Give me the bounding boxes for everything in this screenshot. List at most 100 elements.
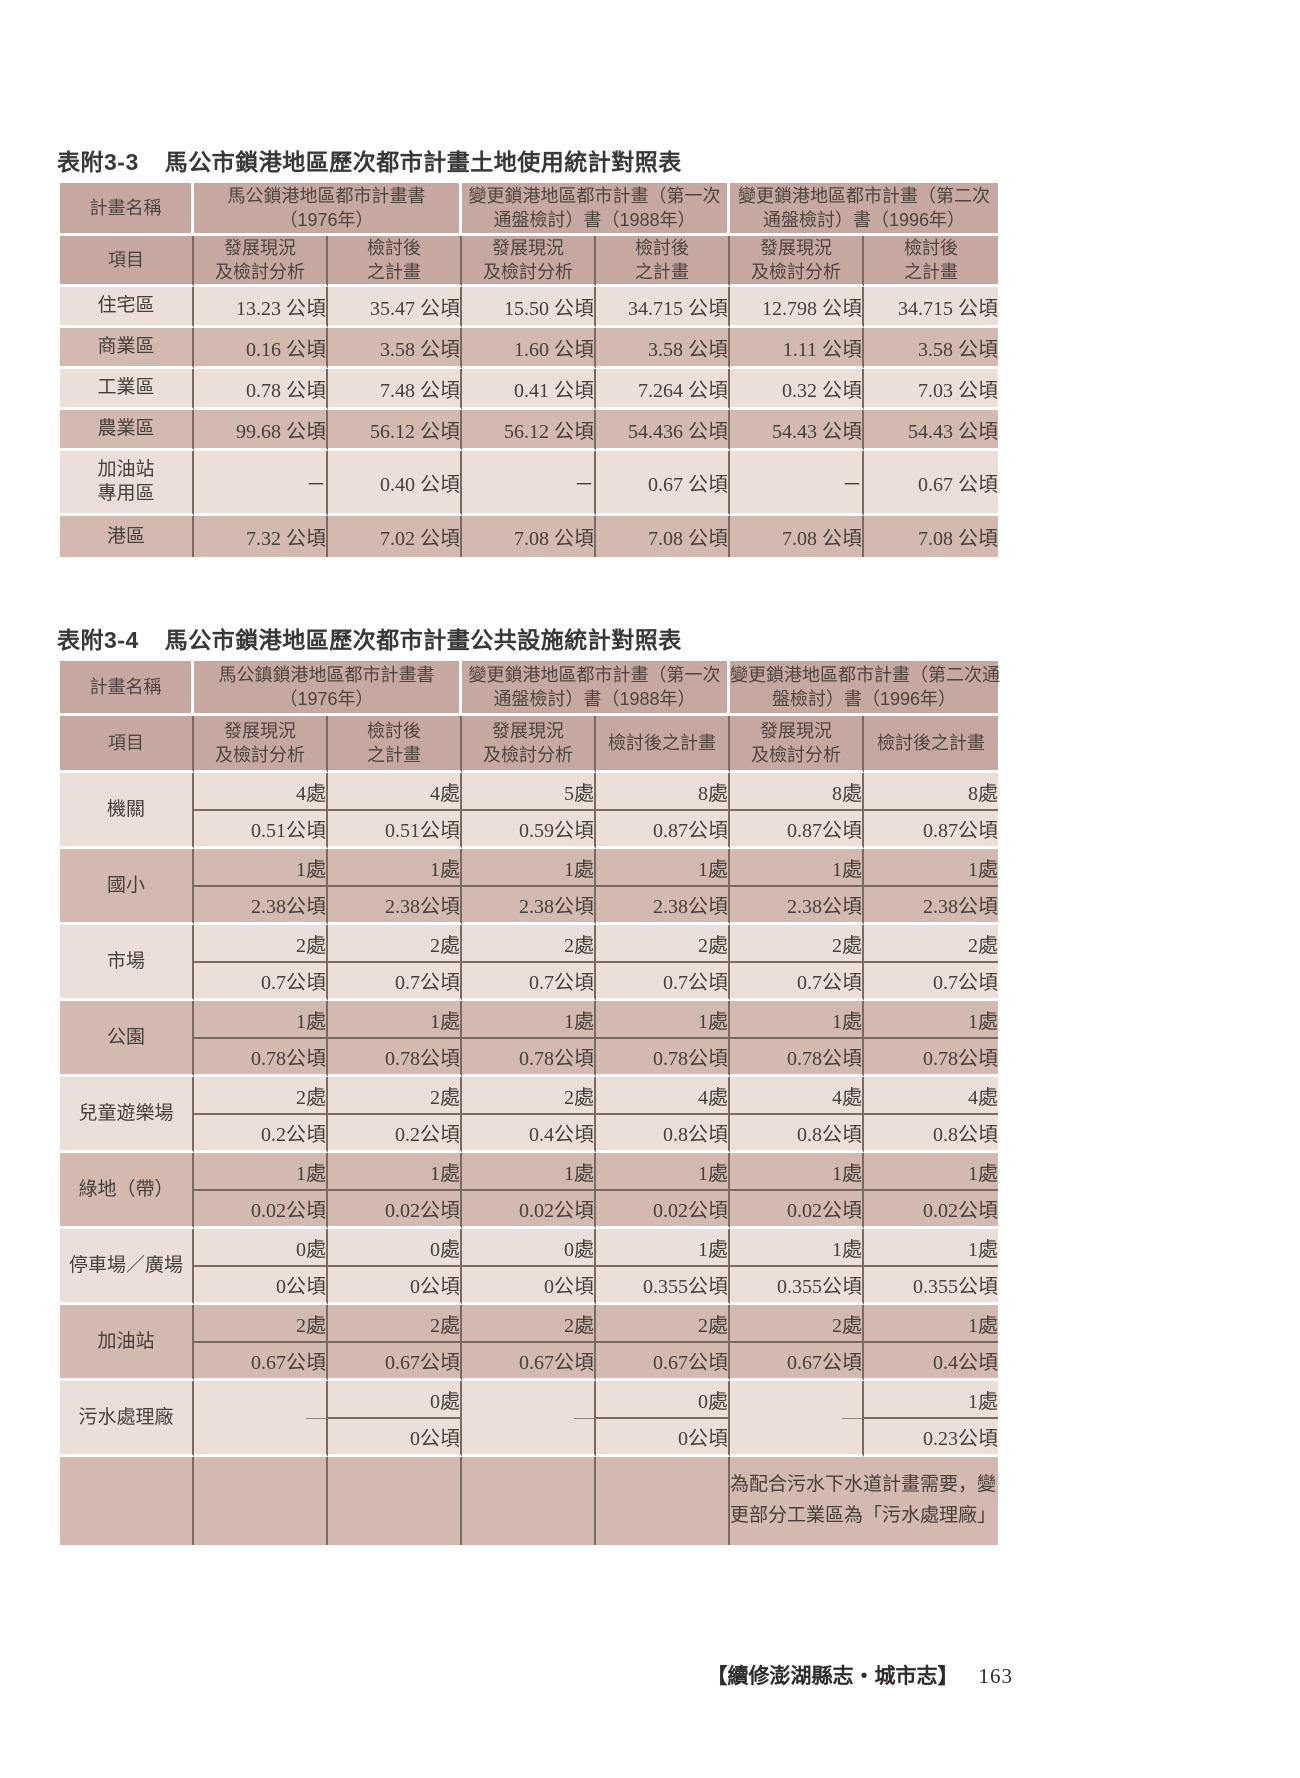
area-cell: 0.2公頃 [328, 1115, 462, 1153]
area-cell: 0.78公頃 [730, 1039, 864, 1077]
value-cell: 0.67 公頃 [864, 451, 998, 517]
area-cell: 2.38公頃 [864, 887, 998, 925]
group-header-1976: 馬公鎖港地區都市計畫書 （1976年） [194, 183, 462, 236]
table-3-3-title-text: 馬公市鎖港地區歷次都市計畫土地使用統計對照表 [164, 149, 682, 175]
area-cell: 0.7公頃 [596, 963, 730, 1001]
subheader-cell: 檢討後 之計畫 [596, 236, 730, 288]
count-cell: 2處 [462, 1305, 596, 1343]
area-cell: 0.02公頃 [596, 1191, 730, 1229]
count-cell: 1處 [328, 1153, 462, 1191]
count-cell: 1處 [730, 1229, 864, 1267]
item-cell: 住宅區 [60, 287, 194, 329]
area-cell: 0.78公頃 [462, 1039, 596, 1077]
subheader-cell: 檢討後 之計畫 [328, 236, 462, 288]
header-line: 發展現況 [760, 238, 832, 258]
count-cell: 2處 [596, 1305, 730, 1343]
value-cell: － [194, 451, 328, 517]
header-line: 之計畫 [367, 262, 421, 283]
item-cell: 工業區 [60, 369, 194, 411]
header-line: 檢討後 [367, 720, 421, 741]
value-cell: 7.08 公頃 [596, 516, 730, 558]
area-cell: 0.7公頃 [864, 963, 998, 1001]
area-cell: 0公頃 [462, 1267, 596, 1305]
item-cell: 國小 [60, 849, 194, 925]
count-cell: 4處 [194, 773, 328, 811]
corner-plan-name-cell: 計畫名稱 [60, 661, 194, 716]
value-cell: 3.58 公頃 [596, 328, 730, 370]
area-cell: 0.355公頃 [730, 1267, 864, 1305]
value-cell: 0.41 公頃 [462, 369, 596, 411]
header-line: 之計畫 [635, 262, 689, 283]
area-cell: 0.67公頃 [328, 1343, 462, 1381]
value-cell: 0.78 公頃 [194, 369, 328, 411]
empty-cell [462, 1457, 596, 1545]
page-footer: 【續修澎湖縣志・城市志】 163 [707, 1660, 1014, 1690]
value-cell: － [730, 451, 864, 517]
subheader-cell: 檢討後之計畫 [596, 716, 730, 773]
area-cell: 0公頃 [596, 1419, 730, 1457]
count-cell: 4處 [328, 773, 462, 811]
area-cell: 0.67公頃 [462, 1343, 596, 1381]
count-cell: 0處 [194, 1229, 328, 1267]
area-cell: 0.87公頃 [596, 811, 730, 849]
header-line: 變更鎖港地區都市計畫（第一次 [468, 664, 721, 685]
value-cell: 56.12 公頃 [462, 410, 596, 452]
count-cell: 0處 [328, 1229, 462, 1267]
item-cell: 加油站 [60, 1305, 194, 1381]
count-cell: 2處 [730, 925, 864, 963]
header-line: 及檢討分析 [215, 262, 305, 283]
header-line: 發展現況 [760, 720, 832, 741]
empty-cell [328, 1457, 462, 1545]
value-cell: 7.03 公頃 [864, 369, 998, 411]
header-line: 發展現況 [492, 720, 564, 741]
area-cell: 0公頃 [328, 1419, 462, 1457]
dash-cell: — [194, 1381, 328, 1457]
count-cell: 1處 [596, 1229, 730, 1267]
header-line: 之計畫 [904, 262, 958, 283]
area-cell: 0.8公頃 [730, 1115, 864, 1153]
count-cell: 2處 [462, 1077, 596, 1115]
count-cell: 1處 [864, 1001, 998, 1039]
value-cell: 7.08 公頃 [864, 516, 998, 558]
header-line: （1976年） [279, 210, 374, 230]
count-cell: 1處 [596, 1001, 730, 1039]
header-line: 變更鎖港地區都市計畫（第二次 [738, 185, 990, 206]
header-line: 通盤檢討）書（1988年） [493, 689, 696, 709]
subheader-cell: 檢討後 之計畫 [328, 716, 462, 773]
item-cell: 綠地（帶） [60, 1153, 194, 1229]
count-cell: 0處 [462, 1229, 596, 1267]
item-cell: 市場 [60, 925, 194, 1001]
count-cell: 0處 [328, 1381, 462, 1419]
subheader-cell: 發展現況 及檢討分析 [462, 236, 596, 288]
subheader-cell: 發展現況 及檢討分析 [462, 716, 596, 773]
count-cell: 2處 [328, 1077, 462, 1115]
area-cell: 0.4公頃 [864, 1343, 998, 1381]
value-cell: 0.40 公頃 [328, 451, 462, 517]
count-cell: 1處 [194, 1001, 328, 1039]
count-cell: 2處 [194, 1077, 328, 1115]
count-cell: 2處 [328, 925, 462, 963]
count-cell: 5處 [462, 773, 596, 811]
header-line: 檢討後 [904, 238, 958, 258]
area-cell: 0.355公頃 [596, 1267, 730, 1305]
area-cell: 0.7公頃 [328, 963, 462, 1001]
area-cell: 0.67公頃 [596, 1343, 730, 1381]
header-line: 及檢討分析 [751, 745, 841, 765]
header-line: 盤檢討）書（1996年） [771, 689, 957, 709]
subheader-cell: 發展現況 及檢討分析 [730, 236, 864, 288]
area-cell: 0.67公頃 [730, 1343, 864, 1381]
area-cell: 0.2公頃 [194, 1115, 328, 1153]
count-cell: 1處 [328, 1001, 462, 1039]
area-cell: 0.87公頃 [730, 811, 864, 849]
value-cell: 0.16 公頃 [194, 328, 328, 370]
area-cell: 0.02公頃 [864, 1191, 998, 1229]
item-line: 專用區 [97, 483, 155, 505]
header-line: 變更鎖港地區都市計畫（第二次通 [730, 664, 1000, 685]
value-cell: 7.08 公頃 [730, 516, 864, 558]
item-cell: 公園 [60, 1001, 194, 1077]
value-cell: 34.715 公頃 [596, 287, 730, 329]
header-line: 發展現況 [492, 238, 564, 258]
header-line: 及檢討分析 [751, 262, 841, 283]
value-cell: 3.58 公頃 [328, 328, 462, 370]
value-cell: 15.50 公頃 [462, 287, 596, 329]
